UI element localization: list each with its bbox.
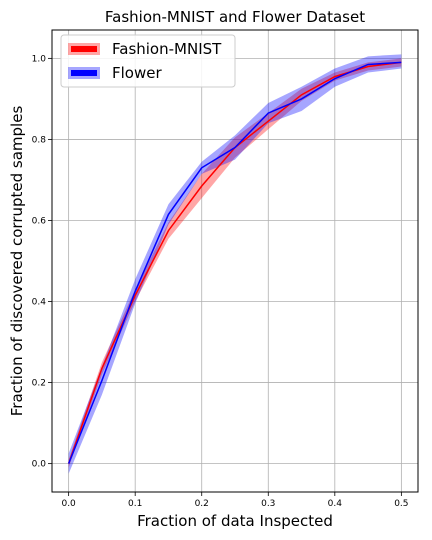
legend-box — [60, 34, 236, 88]
legend-label-fashion-mnist: Fashion-MNIST — [112, 40, 222, 58]
y-tick-label: 1.0 — [32, 54, 47, 64]
series-lines — [67, 61, 402, 464]
confidence-bands — [68, 54, 402, 474]
y-tick-label: 0.8 — [32, 135, 47, 145]
x-tick-label: 0.3 — [261, 499, 275, 509]
legend: Fashion-MNIST Flower — [60, 34, 236, 88]
x-tick-label: 0.4 — [328, 499, 343, 509]
x-tick-label: 0.1 — [128, 499, 142, 509]
confidence-band-fashion-mnist — [68, 58, 402, 468]
y-tick-label: 0.6 — [32, 216, 47, 226]
grid — [52, 30, 418, 492]
confidence-band-flower — [68, 54, 402, 474]
x-tick-label: 0.5 — [394, 499, 408, 509]
legend-swatch-line — [71, 70, 97, 76]
y-tick-label: 0.2 — [32, 379, 46, 389]
series-line-flower — [67, 61, 402, 464]
y-tick-label: 0.4 — [32, 298, 47, 308]
y-axis-label: Fraction of discovered corrupted samples — [8, 106, 26, 417]
plot-frame — [51, 29, 419, 493]
x-tick-label: 0.2 — [195, 499, 209, 509]
x-tick-label: 0.0 — [61, 499, 76, 509]
x-axis-label: Fraction of data Inspected — [137, 512, 333, 530]
chart-title: Fashion-MNIST and Flower Dataset — [105, 8, 365, 26]
ticks: 0.0 0.1 0.2 0.3 0.4 0.5 0.0 0.2 0.4 0.6 0.8 1.0 — [32, 54, 409, 509]
legend-label-flower: Flower — [112, 64, 162, 82]
y-tick-label: 0.0 — [32, 460, 47, 470]
legend-swatch-line — [71, 46, 97, 52]
